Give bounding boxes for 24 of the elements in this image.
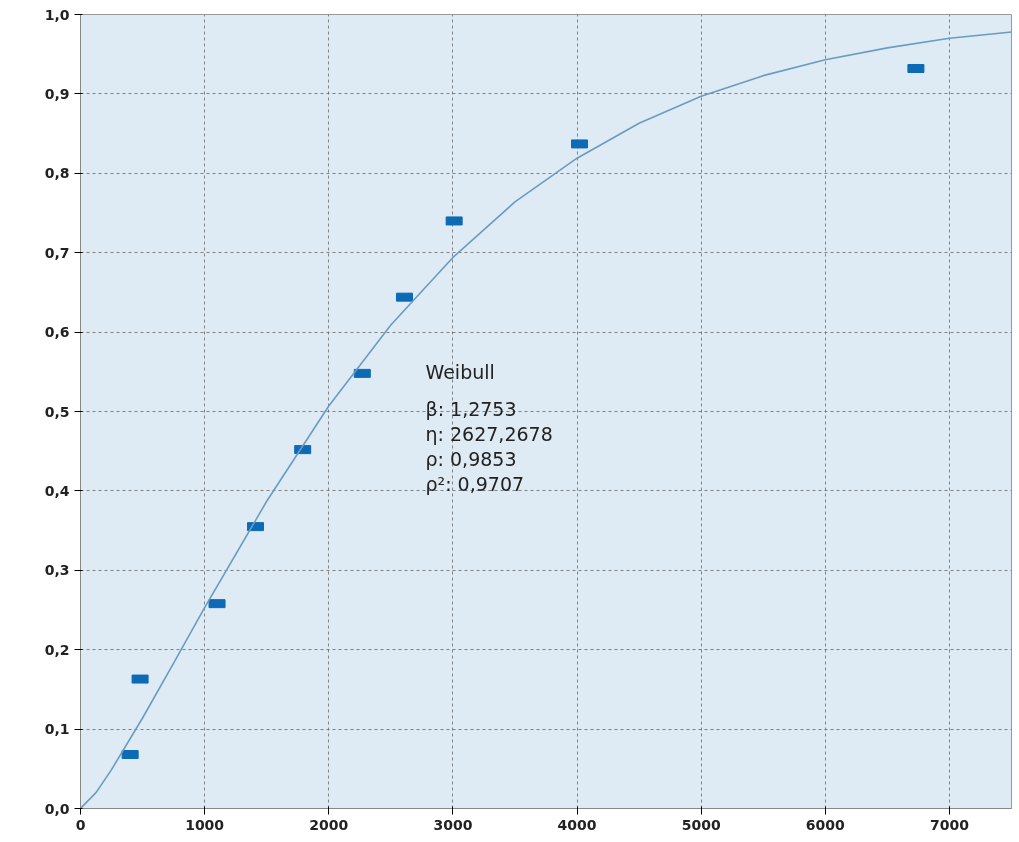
- y-tick-label: 0,1: [44, 721, 70, 738]
- x-tick-label: 2000: [309, 816, 349, 833]
- y-tick-label: 0,5: [44, 403, 70, 420]
- x-tick-label: 4000: [557, 816, 597, 833]
- y-tick-label: 1,0: [44, 6, 70, 23]
- annotation: ρ²: 0,9707: [425, 472, 525, 495]
- x-tick-label: 1000: [185, 816, 225, 833]
- x-tick-label: 6000: [805, 816, 846, 833]
- x-tick-label: 7000: [929, 816, 970, 833]
- y-tick-label: 0,8: [44, 165, 70, 182]
- y-tick-label: 0,6: [44, 324, 70, 341]
- annotation: η: 2627,2678: [425, 422, 553, 445]
- annotation: ρ: 0,9853: [425, 447, 517, 470]
- y-tick-label: 0,0: [44, 800, 70, 817]
- y-tick-label: 0,4: [44, 482, 70, 499]
- x-tick-label: 0: [75, 816, 86, 833]
- annotation: β: 1,2753: [425, 397, 517, 420]
- x-tick-label: 3000: [433, 816, 473, 833]
- y-tick-label: 0,9: [44, 85, 70, 102]
- annotation: Weibull: [425, 360, 495, 383]
- x-tick-label: 5000: [681, 816, 721, 833]
- y-tick-label: 0,3: [44, 562, 70, 579]
- y-tick-label: 0,2: [44, 641, 70, 658]
- y-tick-label: 0,7: [44, 244, 70, 261]
